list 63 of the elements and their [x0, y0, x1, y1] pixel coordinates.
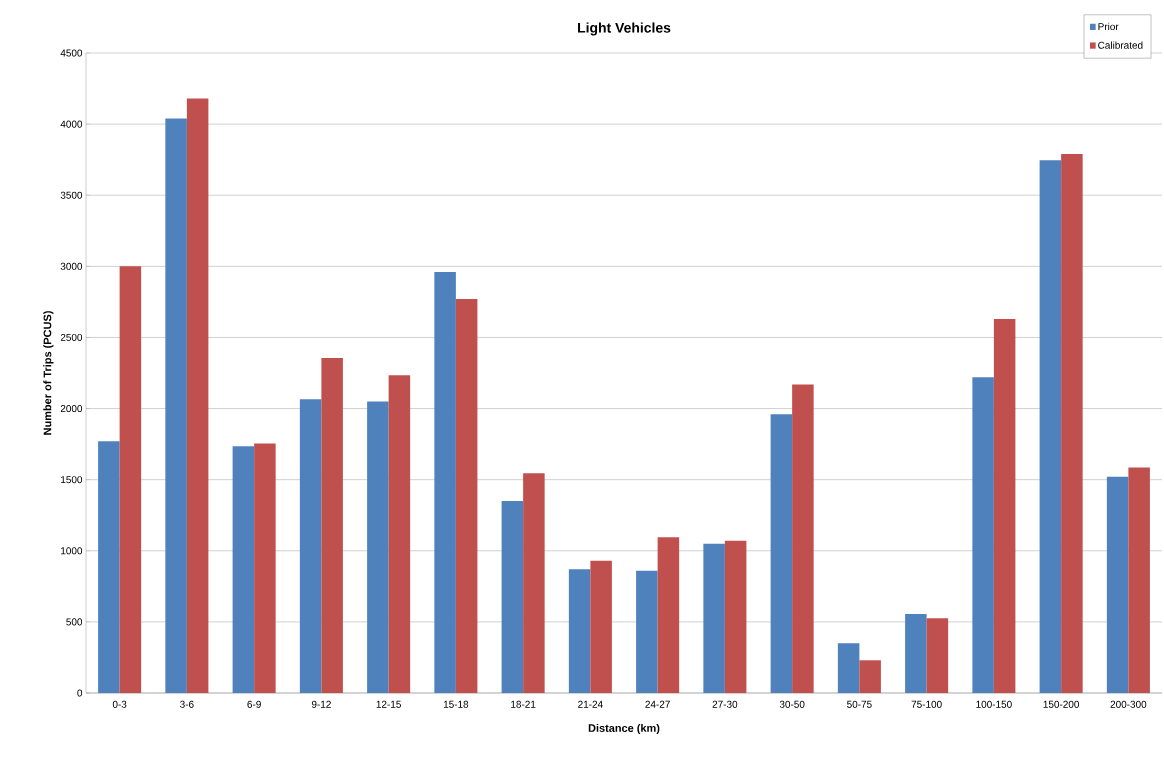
legend-label: Prior: [1098, 22, 1119, 31]
y-tick-label: 2000: [60, 405, 83, 413]
x-tick-label: 0-3: [112, 700, 127, 708]
bar: [388, 375, 411, 693]
bar: [1039, 160, 1062, 693]
x-tick-label: 27-30: [712, 700, 738, 708]
bar: [1128, 467, 1150, 693]
bar: [1106, 476, 1129, 693]
bar: [724, 540, 747, 693]
bar: [501, 501, 524, 693]
bar: [926, 618, 949, 693]
bar: [523, 473, 545, 693]
x-axis-title: Distance (km): [588, 723, 660, 735]
x-tick-label: 21-24: [578, 700, 603, 708]
bar: [254, 443, 276, 693]
bar: [972, 377, 994, 693]
y-tick-label: 0: [77, 689, 83, 697]
y-tick-label: 500: [66, 618, 83, 626]
bar: [590, 560, 612, 693]
y-tick-label: 4000: [60, 120, 83, 128]
bar: [186, 98, 209, 693]
bar: [1061, 153, 1083, 693]
x-tick-label: 12-15: [376, 700, 401, 708]
bar: [859, 660, 881, 693]
x-tick-label: 9-12: [311, 700, 331, 708]
y-tick-label: 3500: [60, 191, 83, 199]
x-tick-label: 100-150: [976, 700, 1012, 708]
bar: [905, 614, 927, 693]
y-tick-label: 4500: [60, 49, 83, 57]
x-tick-label: 150-200: [1043, 700, 1080, 708]
bar: [792, 384, 814, 693]
x-tick-label: 18-21: [511, 700, 536, 708]
x-tick-label: 15-18: [443, 700, 469, 708]
y-tick-label: 1000: [61, 547, 83, 555]
x-tick-label: 75-100: [911, 700, 942, 708]
bar: [367, 401, 389, 693]
y-tick-label: 3000: [60, 262, 83, 270]
bar: [636, 570, 658, 693]
bar: [321, 358, 343, 693]
bar: [455, 299, 478, 693]
x-tick-label: 24-27: [645, 700, 670, 708]
y-tick-label: 2500: [60, 333, 83, 341]
x-tick-label: 200-300: [1110, 700, 1147, 708]
bar: [434, 272, 456, 693]
bar: [299, 399, 322, 693]
bar: [993, 318, 1016, 693]
y-axis-title: Number of Trips (PCUS): [43, 311, 54, 435]
bar: [657, 537, 680, 693]
bar: [837, 643, 860, 693]
y-tick-label: 1500: [61, 476, 83, 484]
x-tick-label: 30-50: [779, 700, 805, 708]
bar: [119, 266, 142, 693]
bar: [232, 446, 255, 693]
x-tick-label: 6-9: [247, 700, 261, 708]
bar: [165, 118, 187, 693]
bar: [98, 441, 120, 693]
bar: [568, 569, 591, 693]
chart-title: Light Vehicles: [578, 22, 671, 36]
x-tick-label: 3-6: [180, 700, 194, 708]
bar: [770, 414, 793, 693]
x-tick-label: 50-75: [847, 700, 872, 708]
legend-label: Calibrated: [1098, 41, 1143, 49]
bar: [703, 543, 725, 693]
